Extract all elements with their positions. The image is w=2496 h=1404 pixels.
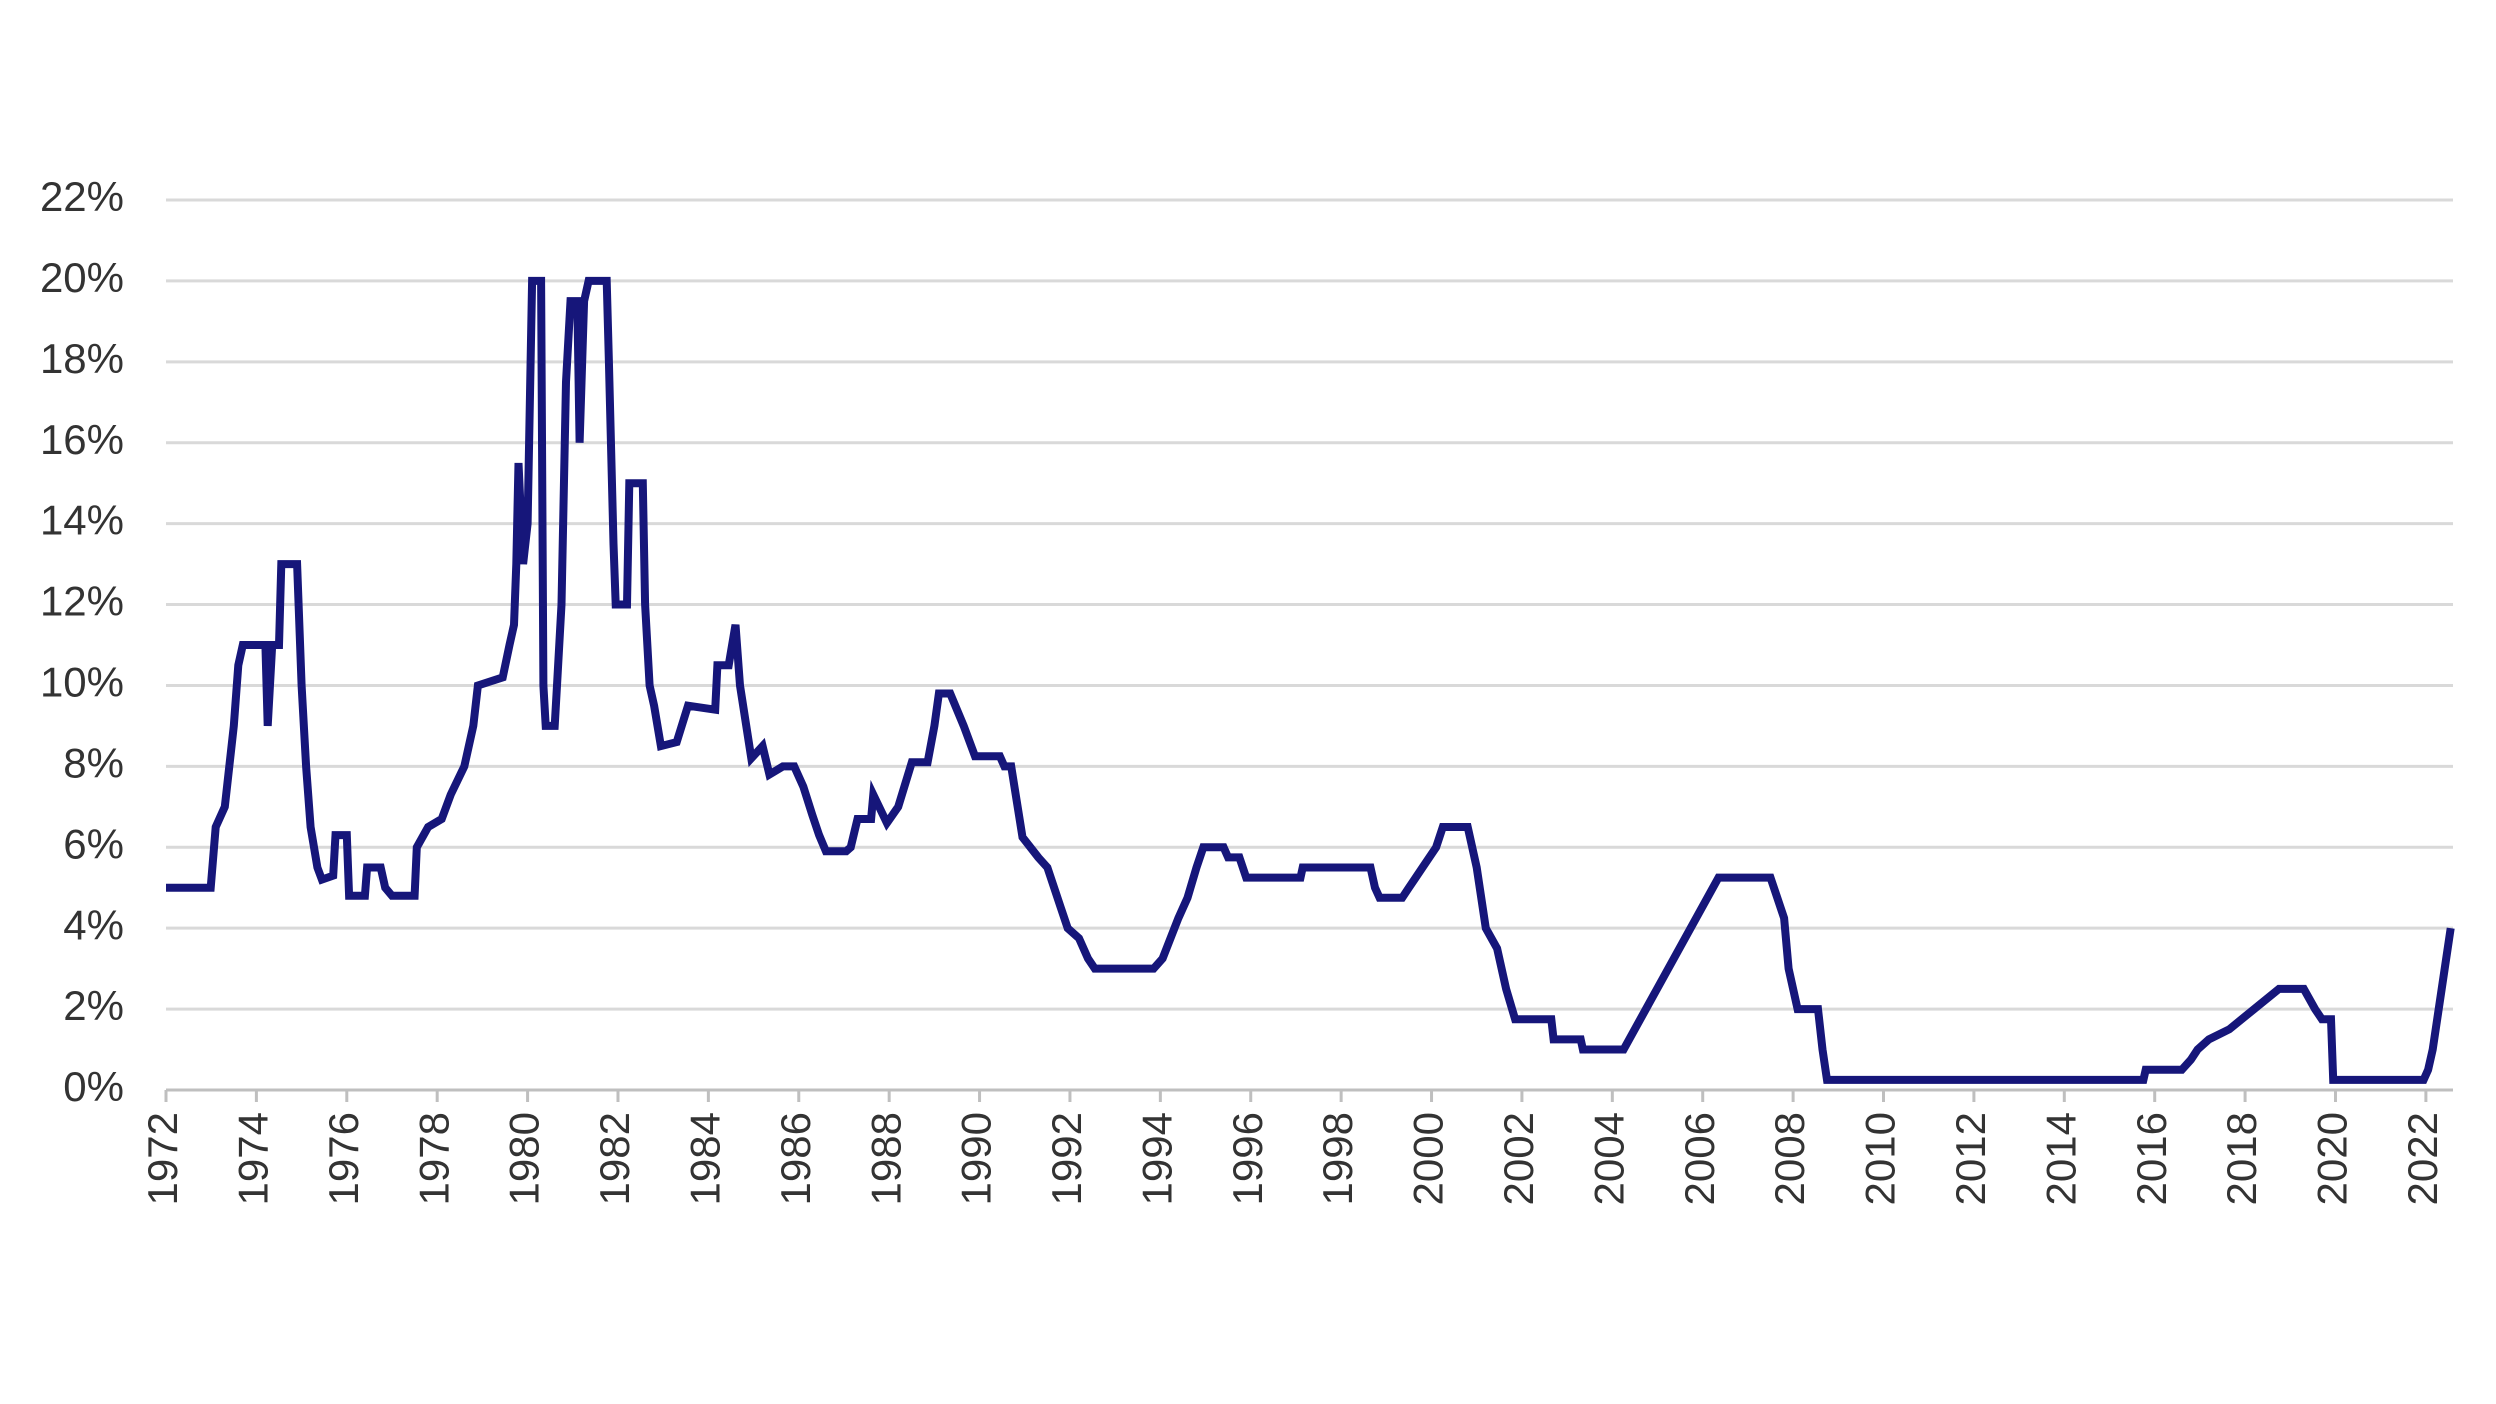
y-tick-label: 14% bbox=[40, 497, 124, 544]
x-tick-label: 1976 bbox=[320, 1112, 367, 1205]
x-tick-label: 1988 bbox=[862, 1112, 909, 1205]
x-tick-label: 1980 bbox=[501, 1112, 548, 1205]
y-tick-label: 20% bbox=[40, 254, 124, 301]
y-tick-label: 4% bbox=[63, 901, 124, 948]
x-tick-label: 1984 bbox=[681, 1112, 728, 1205]
y-tick-label: 12% bbox=[40, 578, 124, 625]
x-tick-label: 1990 bbox=[953, 1112, 1000, 1205]
x-tick-label: 1978 bbox=[410, 1112, 457, 1205]
x-tick-label: 2018 bbox=[2218, 1112, 2265, 1205]
x-tick-label: 2012 bbox=[1947, 1112, 1994, 1205]
x-tick-label: 1972 bbox=[139, 1112, 186, 1205]
y-tick-label: 0% bbox=[63, 1063, 124, 1110]
x-tick-label: 2010 bbox=[1857, 1112, 1904, 1205]
y-tick-label: 18% bbox=[40, 335, 124, 382]
x-tick-label: 1994 bbox=[1133, 1112, 1180, 1205]
x-tick-label: 1996 bbox=[1224, 1112, 1271, 1205]
x-tick-label: 2008 bbox=[1766, 1112, 1813, 1205]
x-tick-label: 2020 bbox=[2309, 1112, 2356, 1205]
x-tick-label: 1998 bbox=[1314, 1112, 1361, 1205]
y-tick-label: 10% bbox=[40, 659, 124, 706]
rate-line bbox=[166, 276, 2455, 1084]
x-tick-label: 2014 bbox=[2037, 1112, 2084, 1205]
y-tick-label: 8% bbox=[63, 739, 124, 786]
x-tick-label: 2022 bbox=[2399, 1112, 2446, 1205]
x-tick-label: 1982 bbox=[591, 1112, 638, 1205]
x-tick-label: 1986 bbox=[772, 1112, 819, 1205]
y-tick-label: 6% bbox=[63, 820, 124, 867]
x-tick-label: 1974 bbox=[229, 1112, 276, 1205]
x-tick-label: 2000 bbox=[1405, 1112, 1452, 1205]
x-tick-label: 1992 bbox=[1043, 1112, 1090, 1205]
x-tick-label: 2006 bbox=[1676, 1112, 1723, 1205]
x-tick-label: 2004 bbox=[1585, 1112, 1632, 1205]
x-tick-label: 2002 bbox=[1495, 1112, 1542, 1205]
x-tick-label: 2016 bbox=[2128, 1112, 2175, 1205]
y-tick-label: 22% bbox=[40, 173, 124, 220]
y-tick-label: 2% bbox=[63, 982, 124, 1029]
y-tick-label: 16% bbox=[40, 416, 124, 463]
